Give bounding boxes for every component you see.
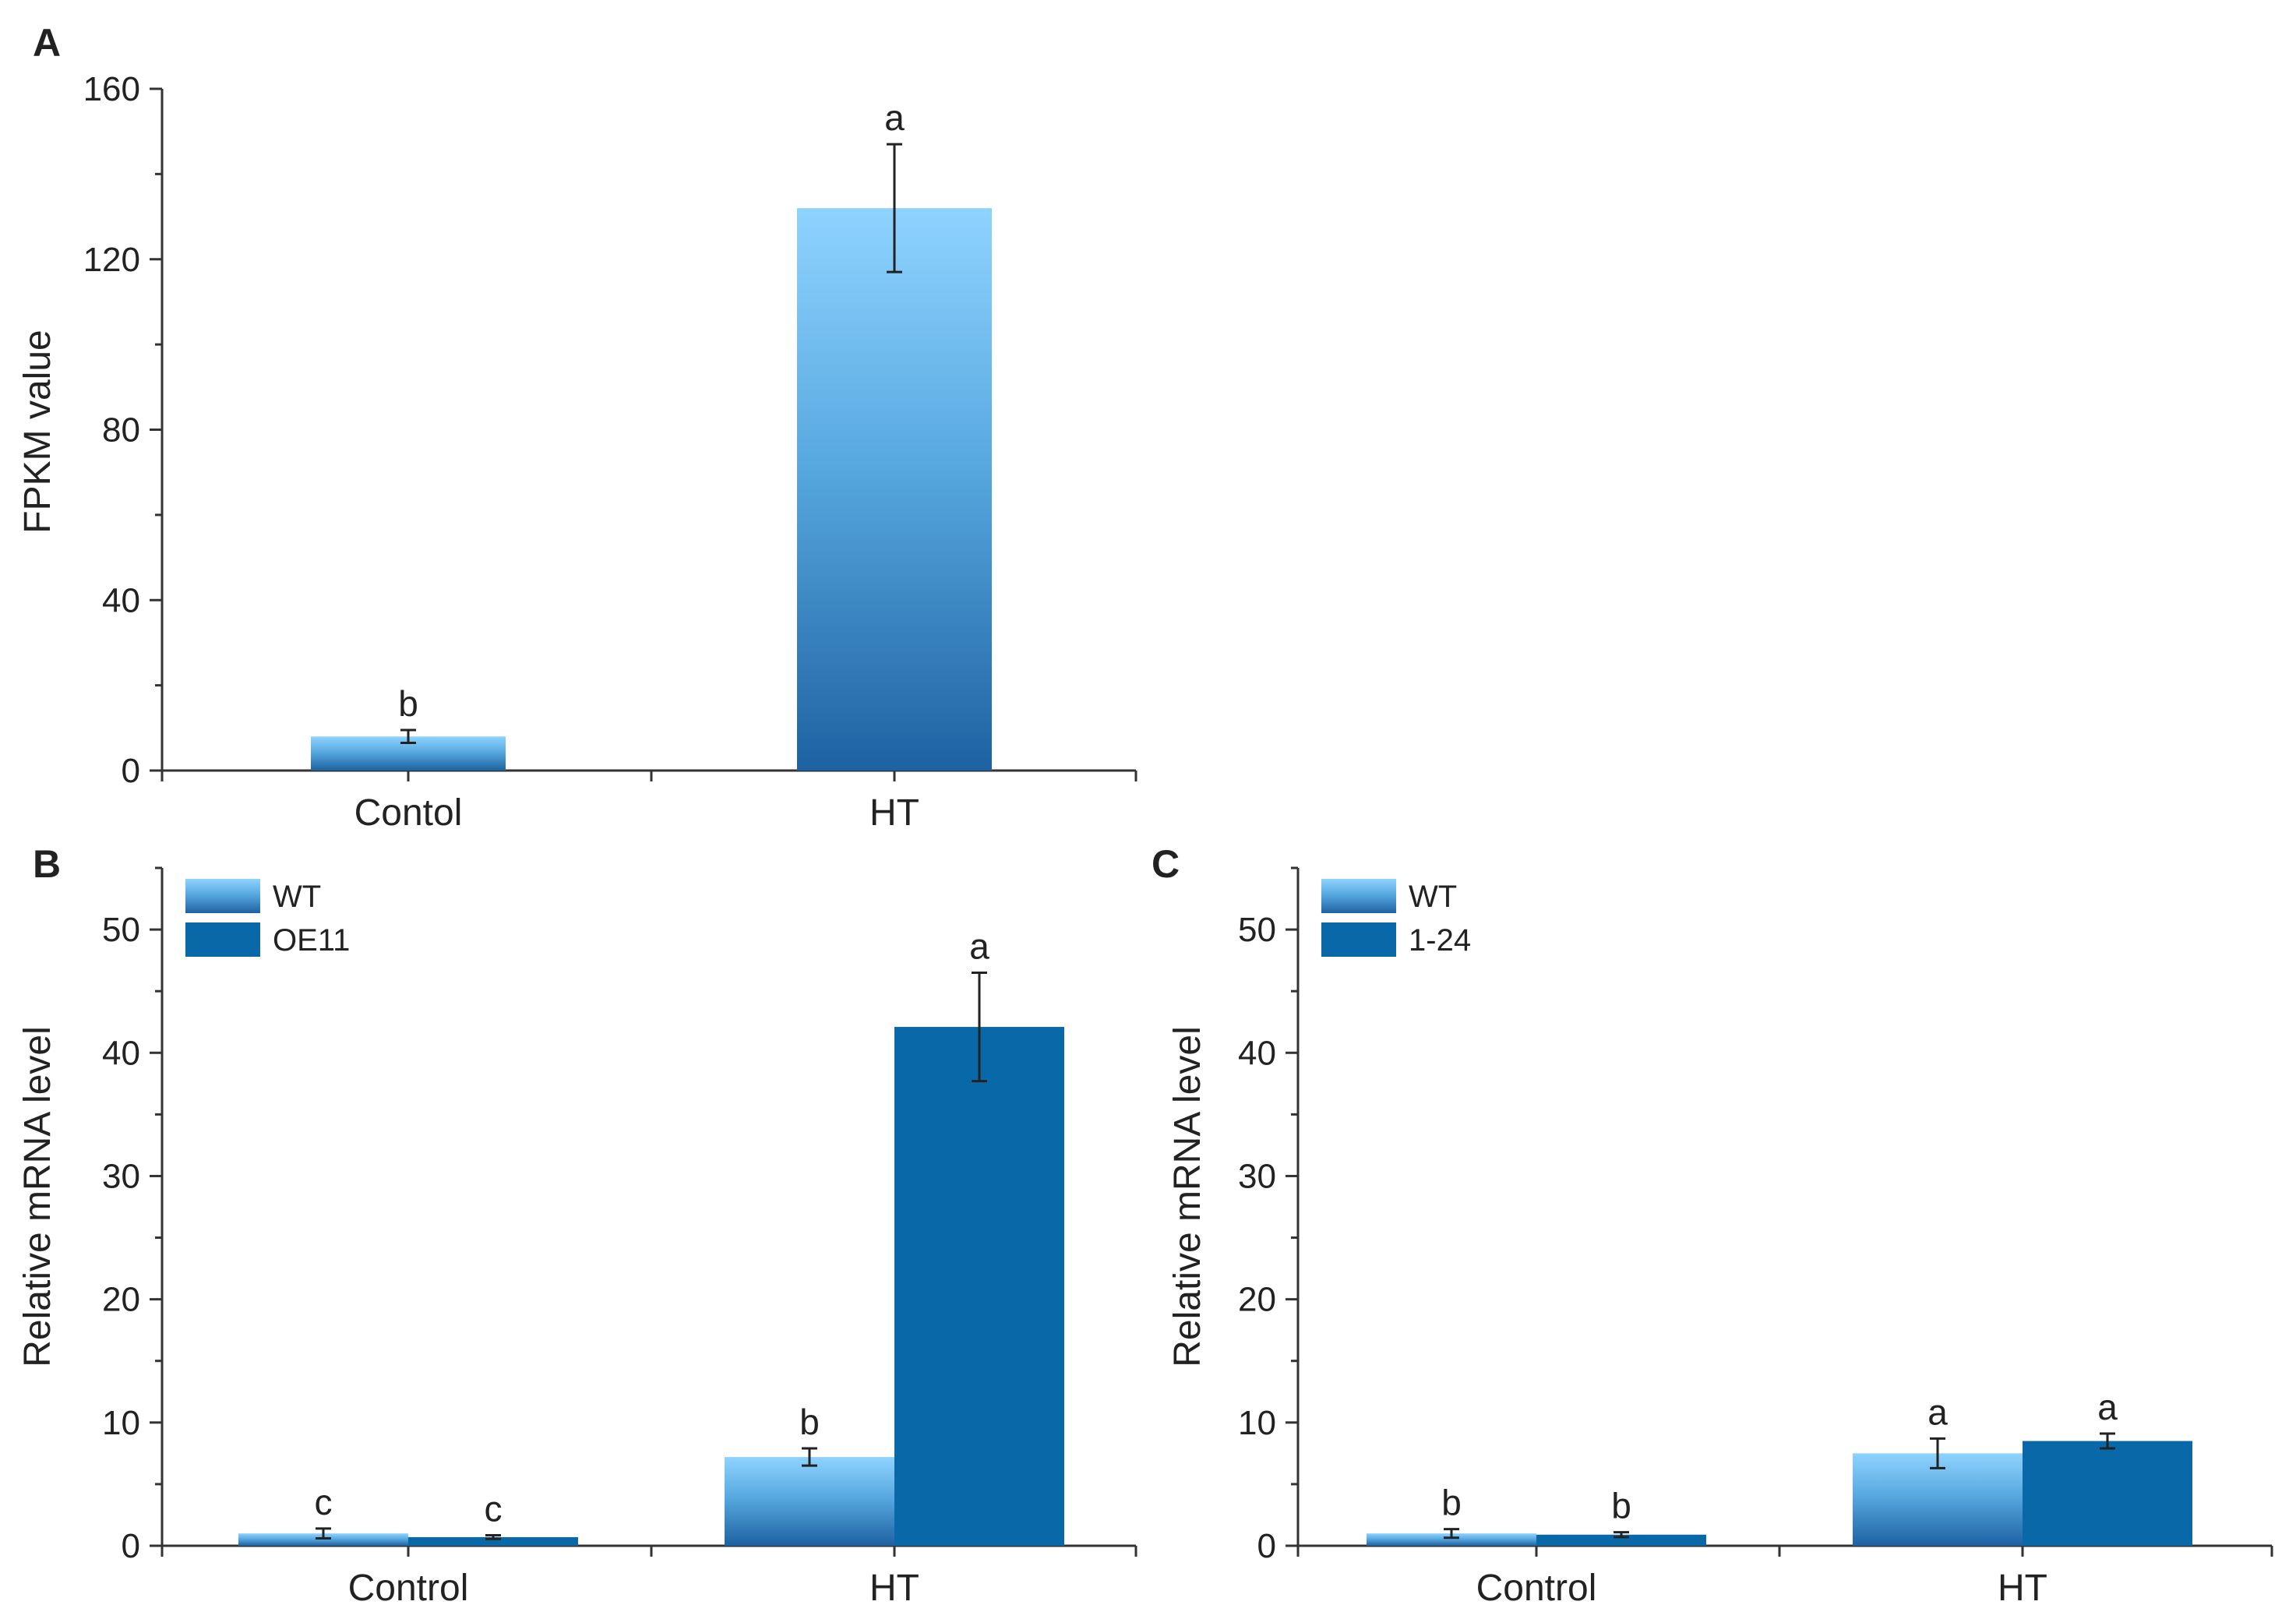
y-tick-label-c: 10 <box>1238 1404 1276 1442</box>
y-tick-label-b: 30 <box>102 1157 140 1195</box>
panel-label-c: C <box>1152 842 1180 886</box>
legend-swatch-b <box>185 879 260 913</box>
significance-letter-b: c <box>485 1489 503 1529</box>
panel-a: A FPKM value 0 40 80 120 160 Contol HT b a <box>17 21 1137 834</box>
x-tick-label-c: HT <box>1998 1568 2047 1609</box>
bar-c-1-24-ht <box>2023 1441 2192 1546</box>
significance-letter-b: b <box>799 1402 820 1442</box>
x-tick-label-c: Control <box>1476 1568 1597 1609</box>
y-tick-label-b: 20 <box>102 1281 140 1319</box>
x-tick-label-a: HT <box>869 792 919 834</box>
significance-letter-c: a <box>1927 1391 1948 1432</box>
x-tick-label-b: Control <box>348 1568 469 1609</box>
y-axis-title-b: Relative mRNA level <box>17 1026 58 1367</box>
legend-swatch-b <box>185 922 260 957</box>
y-tick-label-c: 40 <box>1238 1034 1276 1072</box>
y-tick-label-c: 20 <box>1238 1281 1276 1319</box>
y-axis-title-a: FPKM value <box>17 330 58 533</box>
legend-swatch-c <box>1321 879 1396 913</box>
bar-b-oe11-ht <box>894 1027 1064 1546</box>
y-tick-label-c: 50 <box>1238 911 1276 949</box>
bar-b-wt-control <box>238 1533 408 1546</box>
significance-letter-c: b <box>1441 1483 1462 1523</box>
bar-b-wt-ht <box>725 1457 894 1546</box>
y-axis-title-c: Relative mRNA level <box>1167 1026 1208 1367</box>
y-tick-label-b: 0 <box>122 1527 140 1565</box>
bar-c-1-24-control <box>1536 1534 1706 1546</box>
y-tick-label-b: 40 <box>102 1034 140 1072</box>
y-tick-label-a: 120 <box>83 241 140 279</box>
y-tick-label-a: 40 <box>102 581 140 619</box>
significance-letter-b: a <box>969 926 989 966</box>
significance-letter-a: b <box>398 683 418 724</box>
panel-label-a: A <box>33 21 61 65</box>
bar-a-value-ht <box>797 208 992 771</box>
legend-label-c: 1-24 <box>1409 923 1471 958</box>
legend-label-c: WT <box>1409 880 1457 914</box>
y-tick-label-b: 10 <box>102 1404 140 1442</box>
legend-label-b: OE11 <box>273 923 350 958</box>
significance-letter-b: c <box>315 1482 333 1522</box>
y-tick-label-a: 80 <box>102 411 140 450</box>
legend-swatch-c <box>1321 922 1396 957</box>
bar-b-oe11-control <box>408 1536 578 1546</box>
significance-letter-a: a <box>884 97 905 138</box>
legend-label-b: WT <box>273 880 321 914</box>
y-tick-label-a: 0 <box>122 752 140 790</box>
y-tick-label-a: 160 <box>83 70 140 108</box>
significance-letter-c: a <box>2097 1387 2118 1427</box>
y-tick-label-b: 50 <box>102 911 140 949</box>
x-tick-label-a: Contol <box>354 792 463 834</box>
x-tick-label-b: HT <box>869 1568 919 1609</box>
bar-c-wt-control <box>1367 1533 1536 1546</box>
panel-label-b: B <box>33 842 61 886</box>
panel-b: B Relative mRNA level 0 10 20 30 40 50 Control… <box>17 842 1137 1609</box>
y-tick-label-c: 30 <box>1238 1157 1276 1195</box>
panel-c: C Relative mRNA level 0 10 20 30 40 50 Control… <box>1152 842 2273 1609</box>
significance-letter-c: b <box>1611 1486 1631 1526</box>
y-tick-label-c: 0 <box>1257 1527 1276 1565</box>
